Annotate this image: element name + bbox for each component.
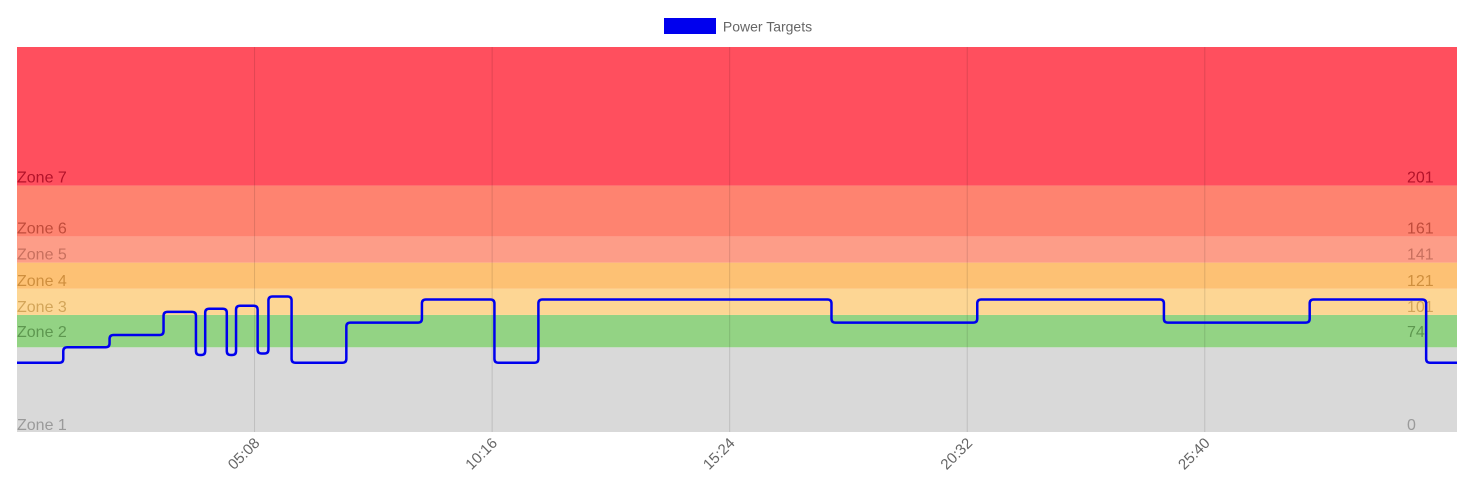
- zone-label-1: Zone 1: [17, 417, 67, 434]
- zone-value-5: 141: [1407, 247, 1434, 264]
- zone-band-3: [17, 288, 1457, 315]
- zone-value-7: 201: [1407, 170, 1434, 187]
- zone-band-2: [17, 314, 1457, 348]
- zone-label-6: Zone 6: [17, 220, 67, 237]
- zone-band-5: [17, 236, 1457, 263]
- zone-value-3: 101: [1407, 299, 1434, 316]
- x-tick-label-3: 15:24: [700, 435, 739, 474]
- zone-band-6: [17, 185, 1457, 237]
- x-tick-label-4: 20:32: [937, 435, 976, 474]
- x-tick-label-1: 05:08: [225, 435, 264, 474]
- zone-value-2: 74: [1407, 324, 1425, 341]
- zone-label-4: Zone 4: [17, 273, 67, 290]
- zone-label-3: Zone 3: [17, 299, 67, 316]
- zone-value-1: 0: [1407, 417, 1416, 434]
- zone-label-5: Zone 5: [17, 247, 67, 264]
- x-tick-label-5: 25:40: [1175, 435, 1214, 474]
- zone-band-7: [17, 47, 1457, 186]
- chart-legend[interactable]: Power Targets: [0, 17, 1476, 35]
- zone-label-7: Zone 7: [17, 170, 67, 187]
- legend-swatch: [663, 18, 716, 35]
- x-tick-label-2: 10:16: [462, 435, 501, 474]
- zone-band-1: [17, 347, 1457, 432]
- power-targets-line: [17, 295, 1457, 364]
- zone-value-6: 161: [1407, 220, 1434, 237]
- zone-band-4: [17, 262, 1457, 289]
- legend-label: Power Targets: [722, 18, 813, 35]
- zone-label-2: Zone 2: [17, 324, 67, 341]
- zone-value-4: 121: [1407, 273, 1434, 290]
